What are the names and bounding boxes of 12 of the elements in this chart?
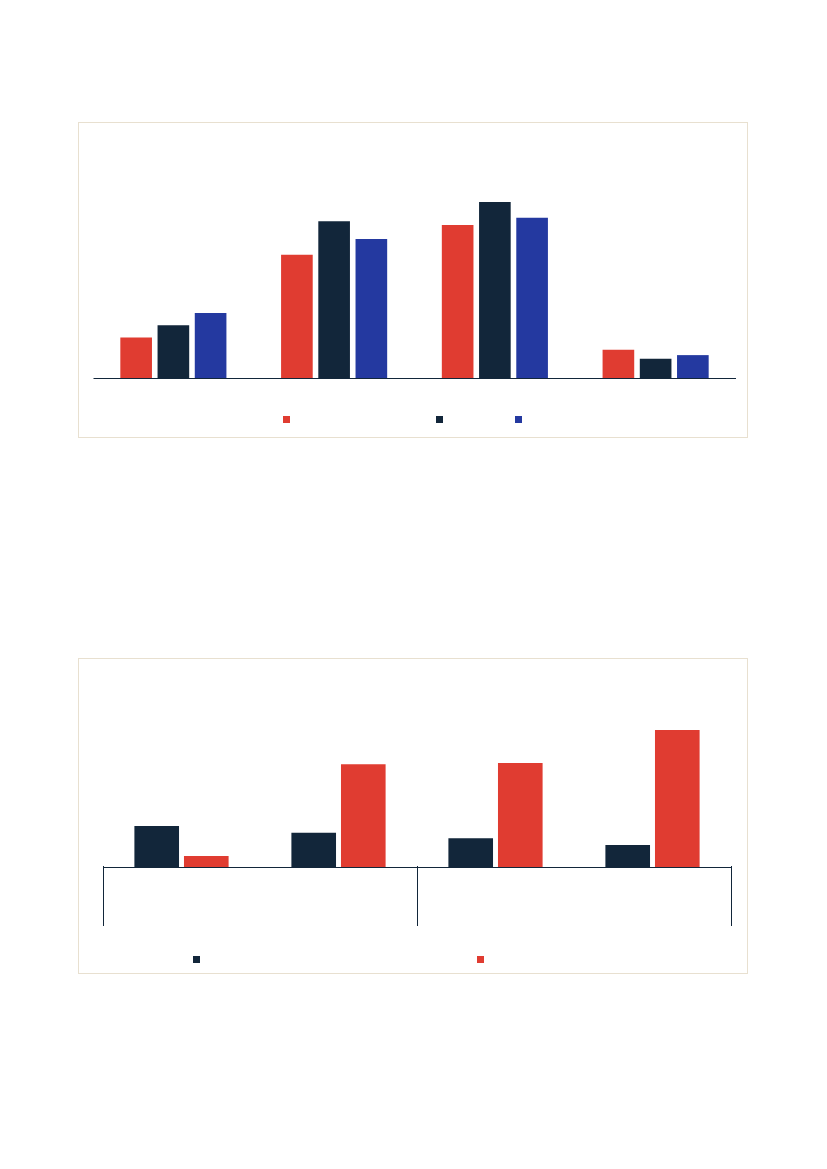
bar bbox=[497, 762, 543, 867]
bar bbox=[602, 349, 635, 378]
bar bbox=[355, 238, 388, 378]
bar bbox=[441, 224, 474, 378]
bar bbox=[677, 355, 709, 378]
bar bbox=[516, 217, 548, 378]
bar bbox=[654, 730, 700, 867]
bar bbox=[340, 764, 386, 867]
bar bbox=[194, 312, 227, 378]
bar bbox=[120, 337, 152, 378]
bar bbox=[183, 856, 229, 867]
bar bbox=[281, 254, 313, 378]
